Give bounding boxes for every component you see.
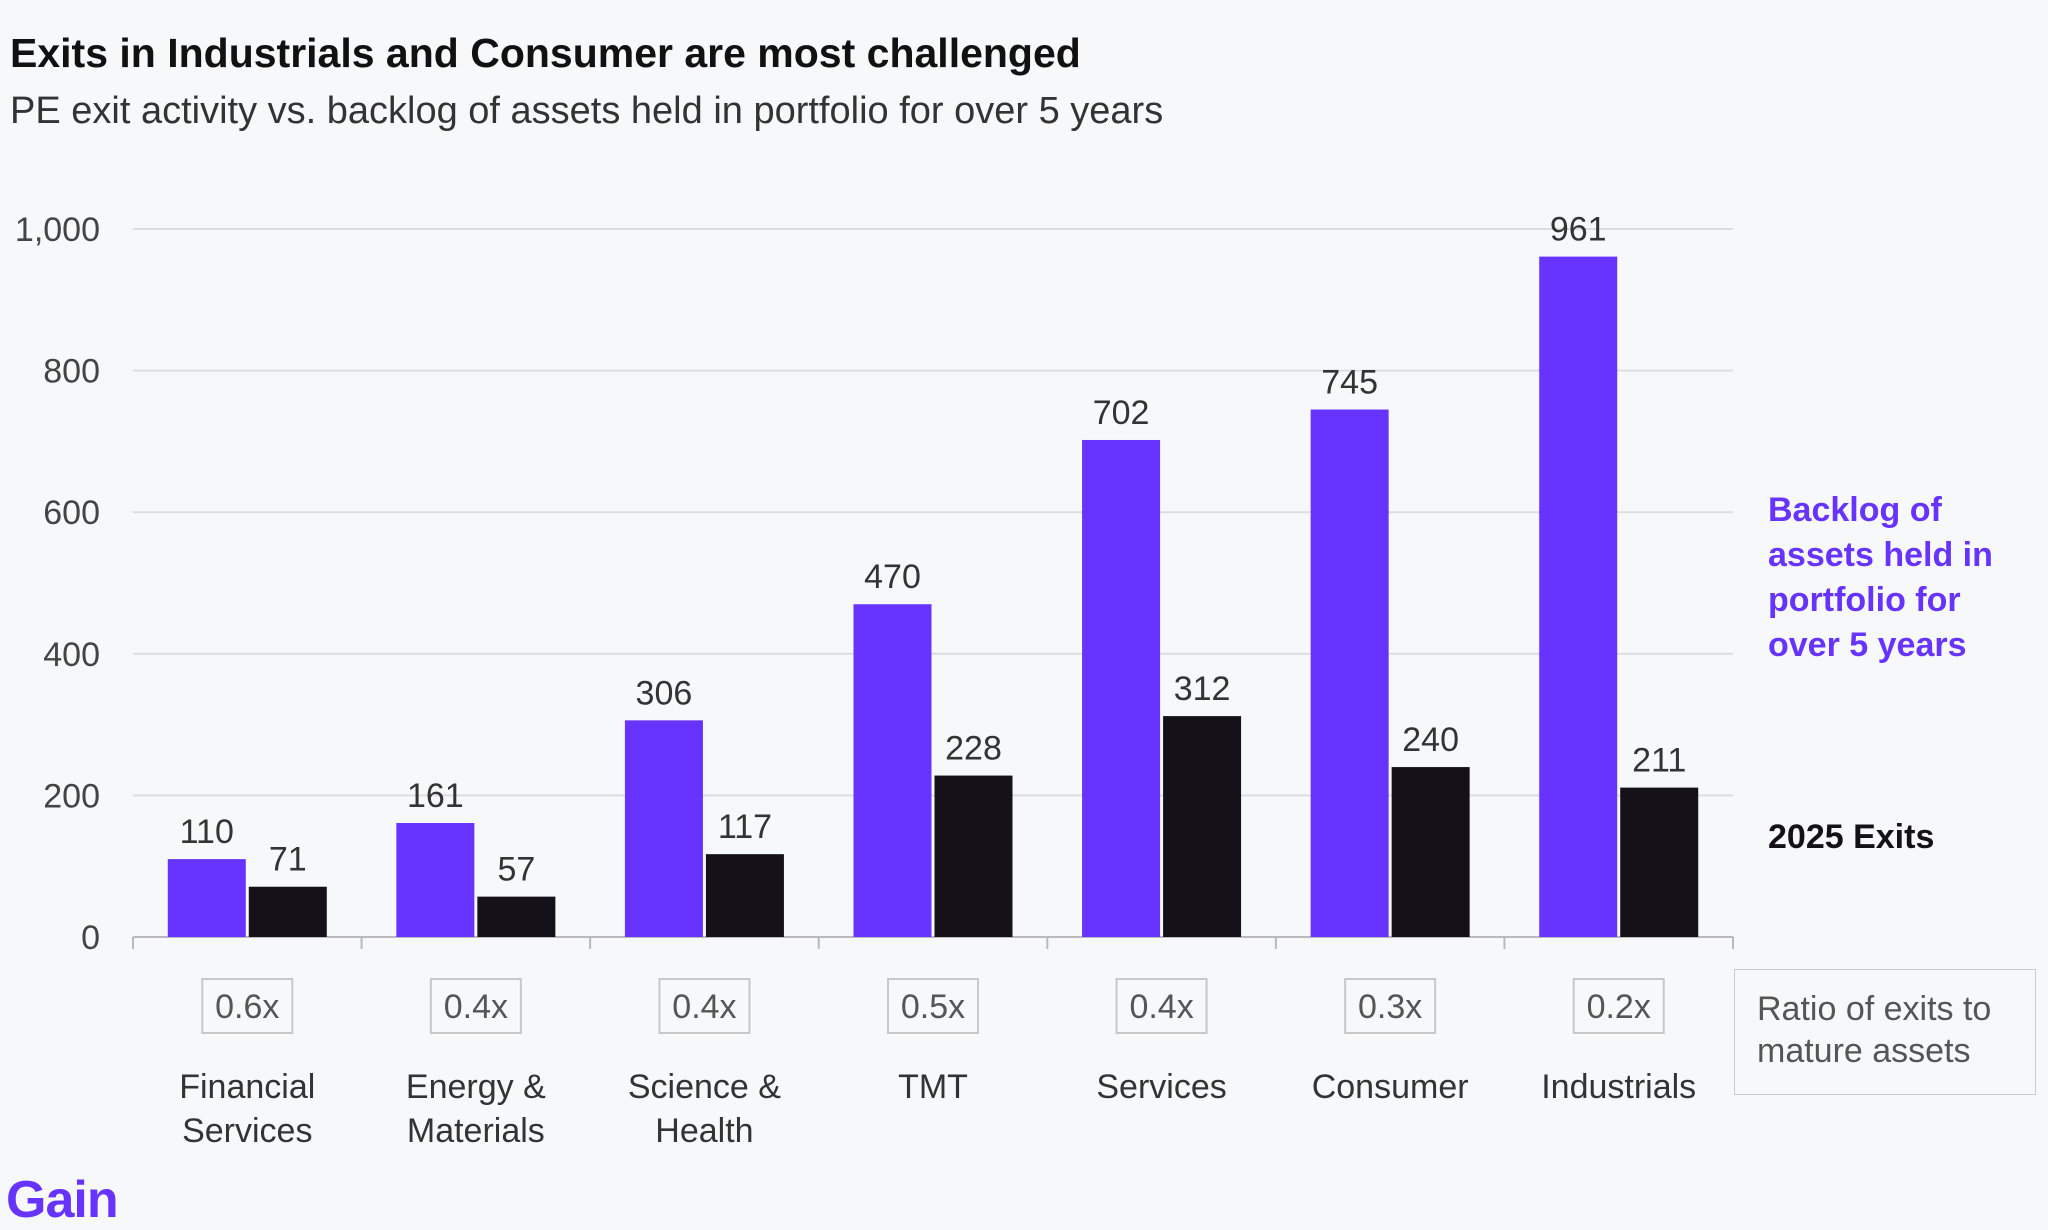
ratio-label: 0.4x — [444, 988, 508, 1026]
ratio-box — [658, 978, 751, 1034]
bar-exits — [477, 896, 556, 937]
value-label-exits: 312 — [1174, 670, 1231, 708]
category-label: Energy & — [406, 1068, 546, 1106]
y-tick-label: 200 — [43, 777, 100, 815]
value-label-backlog: 745 — [1321, 364, 1378, 402]
ratio-box — [1572, 978, 1665, 1034]
legend-backlog: Backlog of assets held in portfolio for … — [1768, 491, 1993, 664]
value-label-backlog: 161 — [407, 777, 464, 815]
chart-title: Exits in Industrials and Consumer are mo… — [10, 30, 1081, 76]
y-tick-label: 800 — [43, 353, 100, 391]
ratio-box — [429, 978, 522, 1034]
value-label-exits: 228 — [945, 730, 1002, 768]
value-label-exits: 240 — [1402, 721, 1459, 759]
category-label: TMT — [898, 1068, 968, 1106]
bar-exits — [248, 886, 327, 937]
value-label-backlog: 702 — [1093, 394, 1150, 432]
category-label: Industrials — [1541, 1068, 1696, 1106]
chart-subtitle: PE exit activity vs. backlog of assets h… — [10, 90, 1164, 132]
value-label-backlog: 961 — [1550, 211, 1607, 249]
value-label-exits: 211 — [1632, 742, 1686, 780]
bar-backlog — [853, 604, 932, 937]
category-label: Science & — [628, 1068, 781, 1106]
bar-backlog — [167, 859, 246, 937]
y-tick-label: 1,000 — [15, 211, 100, 249]
ratio-box — [201, 978, 294, 1034]
ratio-label: 0.3x — [1358, 988, 1422, 1026]
value-label-exits: 57 — [497, 851, 535, 889]
category-label: Materials — [407, 1112, 545, 1150]
value-label-backlog: 306 — [636, 674, 693, 712]
category-label: Financial — [179, 1068, 315, 1106]
bar-backlog — [396, 823, 475, 937]
ratio-label: 0.4x — [1129, 988, 1193, 1026]
bar-backlog — [1082, 439, 1161, 937]
gain-logo: Gain — [6, 1171, 119, 1229]
ratio-label: 0.6x — [215, 988, 279, 1026]
bar-backlog — [1310, 409, 1389, 937]
bar-exits — [1620, 787, 1699, 937]
ratio-box — [887, 978, 979, 1034]
bar-backlog — [624, 720, 703, 937]
value-label-exits: 117 — [718, 808, 772, 846]
bar-exits — [934, 775, 1013, 937]
category-label: Consumer — [1312, 1068, 1469, 1106]
ratio-label: 0.4x — [672, 988, 736, 1026]
y-tick-label: 400 — [43, 636, 100, 674]
category-label: Services — [182, 1112, 312, 1150]
bar-exits — [1163, 716, 1242, 937]
ratio-label: 0.5x — [901, 988, 965, 1026]
ratio-box — [1115, 978, 1208, 1034]
y-tick-label: 600 — [43, 494, 100, 532]
legend-exits: 2025 Exits — [1768, 818, 1935, 856]
value-label-backlog: 470 — [864, 558, 921, 596]
ratio-legend: Ratio of exits to mature assets — [1734, 969, 2036, 1095]
bar-exits — [705, 854, 784, 937]
category-label: Health — [655, 1112, 753, 1150]
ratio-label: 0.2x — [1587, 988, 1651, 1026]
y-tick-label: 0 — [81, 919, 100, 957]
value-label-backlog: 110 — [180, 813, 234, 851]
category-label: Services — [1096, 1068, 1226, 1106]
ratio-box — [1344, 978, 1437, 1034]
bar-exits — [1391, 767, 1470, 937]
value-label-exits: 71 — [269, 841, 307, 879]
bar-backlog — [1539, 256, 1618, 937]
